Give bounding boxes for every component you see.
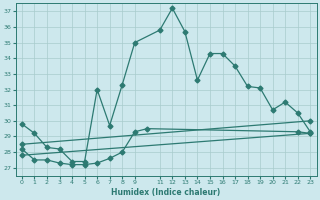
X-axis label: Humidex (Indice chaleur): Humidex (Indice chaleur) <box>111 188 221 197</box>
